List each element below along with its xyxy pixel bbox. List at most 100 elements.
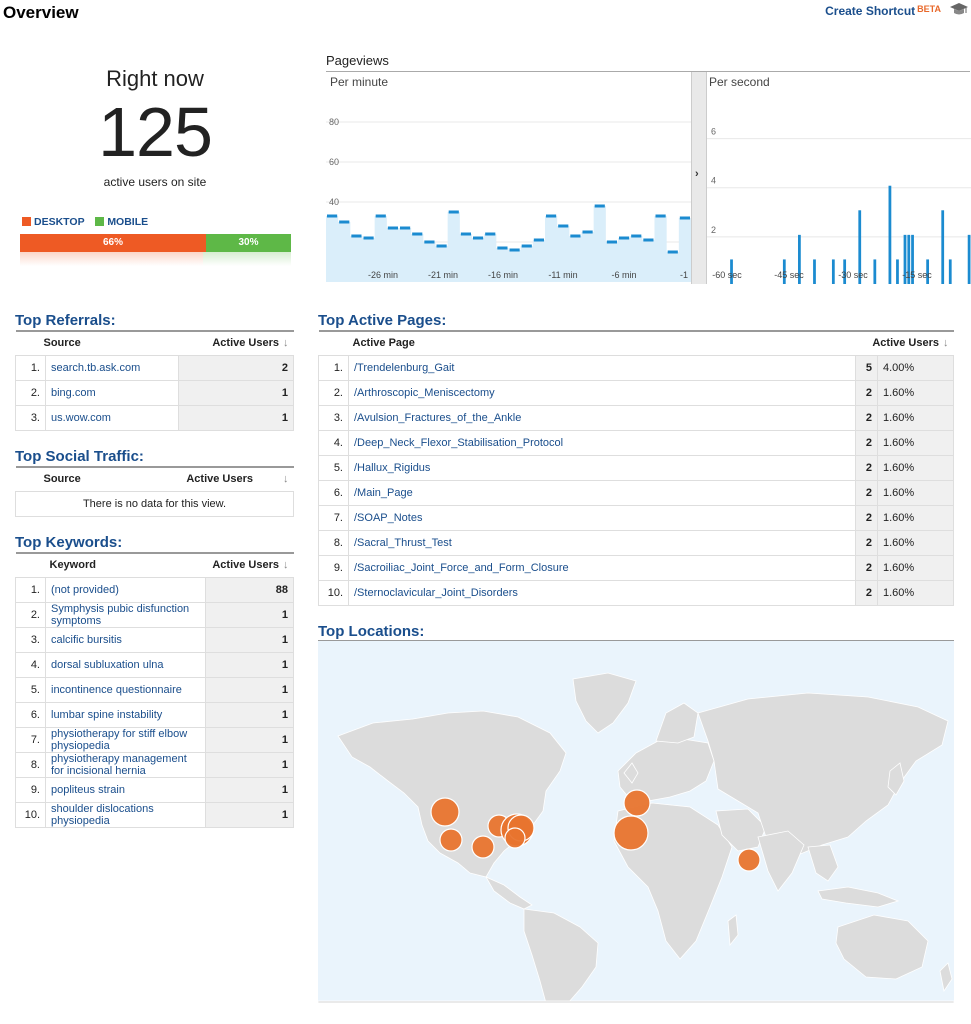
desktop-legend-label: DESKTOP — [34, 216, 85, 228]
active-page-link[interactable]: /Deep_Neck_Flexor_Stabilisation_Protocol — [354, 436, 564, 449]
table-row: 1. /Trendelenburg_Gait 5 4.00% — [318, 354, 954, 381]
mobile-legend-label: MOBILE — [107, 216, 149, 228]
table-row: 2. /Arthroscopic_Meniscectomy 2 1.60% — [318, 379, 954, 406]
location-marker[interactable] — [623, 789, 651, 817]
graduation-cap-icon[interactable] — [949, 2, 969, 16]
active-users-column-header[interactable]: Active Users ↓ — [122, 466, 294, 492]
y-tick-label: 4 — [711, 176, 716, 186]
keyword-link[interactable]: (not provided) — [51, 583, 119, 596]
per-minute-step — [655, 214, 666, 218]
keyword-link[interactable]: dorsal subluxation ulna — [51, 658, 164, 671]
sort-arrow-icon[interactable]: ↓ — [943, 337, 949, 350]
row-index: 9. — [15, 776, 46, 803]
per-minute-step — [473, 236, 484, 240]
active-page-cell: /Hallux_Rigidus — [348, 454, 856, 481]
referral-source-cell: bing.com — [44, 379, 180, 406]
per-minute-step — [497, 246, 508, 250]
active-page-link[interactable]: /Trendelenburg_Gait — [354, 361, 455, 374]
row-index: 6. — [318, 479, 349, 506]
active-page-link[interactable]: /Arthroscopic_Meniscectomy — [354, 386, 495, 399]
per-minute-step — [667, 250, 678, 254]
keyword-link[interactable]: incontinence questionnaire — [51, 683, 182, 696]
top-keywords-title: Top Keywords: — [15, 534, 123, 551]
active-users-value: 2 — [855, 454, 878, 481]
row-index: 1. — [15, 354, 46, 381]
keyword-cell: physiotherapy management for incisional … — [45, 751, 206, 778]
active-page-cell: /Deep_Neck_Flexor_Stabilisation_Protocol — [348, 429, 856, 456]
active-page-link[interactable]: /Sternoclavicular_Joint_Disorders — [354, 586, 518, 599]
per-minute-step — [619, 236, 630, 240]
chart-collapse-toggle[interactable]: › — [691, 72, 707, 284]
active-users-value: 2 — [178, 354, 294, 381]
x-tick-label: -30 sec — [838, 270, 868, 280]
per-minute-step — [351, 234, 362, 238]
active-page-link[interactable]: /Sacral_Thrust_Test — [354, 536, 452, 549]
row-index: 3. — [15, 626, 46, 653]
location-marker[interactable] — [504, 827, 526, 849]
row-index: 1. — [15, 576, 46, 603]
sort-arrow-icon[interactable]: ↓ — [283, 559, 289, 572]
keyword-link[interactable]: calcific bursitis — [51, 633, 122, 646]
table-row: 8. /Sacral_Thrust_Test 2 1.60% — [318, 529, 954, 556]
per-minute-step — [643, 238, 654, 242]
per-minute-chart: 80604020-26 min-21 min-16 min-11 min-6 m… — [326, 72, 691, 284]
table-row: 3. us.wow.com 1 — [15, 404, 294, 431]
table-row: 5. incontinence questionnaire 1 — [15, 676, 294, 703]
keyword-link[interactable]: Symphysis pubic disfunction symptoms — [51, 602, 190, 627]
per-minute-step — [339, 220, 350, 224]
active-users-column-header[interactable]: Active Users ↓ — [178, 330, 294, 356]
create-shortcut-link[interactable]: Create Shortcut BETA — [825, 4, 941, 18]
per-second-bar — [813, 259, 816, 284]
x-tick-label: -45 sec — [774, 270, 804, 280]
location-marker[interactable] — [737, 848, 761, 872]
active-page-link[interactable]: /Avulsion_Fractures_of_the_Ankle — [354, 411, 522, 424]
top-active-pages-title: Top Active Pages: — [318, 312, 447, 329]
active-page-link[interactable]: /Hallux_Rigidus — [354, 461, 431, 474]
active-page-link[interactable]: /SOAP_Notes — [354, 511, 423, 524]
keyword-cell: physiotherapy for stiff elbow physiopedi… — [45, 726, 206, 753]
active-users-column-header[interactable]: Active Users ↓ — [855, 330, 954, 356]
active-page-link[interactable]: /Main_Page — [354, 486, 413, 499]
per-minute-step — [412, 232, 423, 236]
active-page-cell: /Trendelenburg_Gait — [348, 354, 856, 381]
location-marker[interactable] — [613, 815, 649, 851]
sort-arrow-icon[interactable]: ↓ — [283, 473, 289, 486]
source-column-header: Source — [15, 466, 123, 492]
locations-world-map[interactable] — [318, 641, 954, 1003]
active-page-cell: /Sacral_Thrust_Test — [348, 529, 856, 556]
keyword-link[interactable]: physiotherapy management for incisional … — [51, 752, 187, 777]
active-users-value: 1 — [178, 404, 294, 431]
pageviews-title: Pageviews — [326, 53, 389, 68]
table-row: 1. search.tb.ask.com 2 — [15, 354, 294, 381]
per-second-chart: 6 4 2 -60 sec -45 sec -30 sec -15 sec — [707, 127, 971, 284]
active-page-link[interactable]: /Sacroiliac_Joint_Force_and_Form_Closure — [354, 561, 569, 574]
active-users-count: 125 — [98, 93, 213, 171]
location-marker[interactable] — [430, 797, 460, 827]
per-minute-step — [436, 244, 447, 248]
active-users-value: 2 — [855, 504, 878, 531]
active-users-percent: 1.60% — [877, 404, 954, 431]
keyword-link[interactable]: lumbar spine instability — [51, 708, 163, 721]
keyword-link[interactable]: physiotherapy for stiff elbow physiopedi… — [51, 727, 188, 752]
pageviews-panel — [326, 71, 970, 284]
referral-source-link[interactable]: us.wow.com — [51, 411, 111, 424]
referral-source-link[interactable]: search.tb.ask.com — [51, 361, 141, 374]
per-minute-step — [631, 234, 642, 238]
row-index: 7. — [318, 504, 349, 531]
table-row: 1. (not provided) 88 — [15, 576, 294, 603]
x-tick-label: -26 min — [368, 270, 398, 280]
location-marker[interactable] — [439, 828, 463, 852]
device-legend: DESKTOP MOBILE — [22, 216, 148, 228]
table-row: 7. physiotherapy for stiff elbow physiope… — [15, 726, 294, 753]
keyword-link[interactable]: popliteus strain — [51, 783, 125, 796]
active-users-column-header[interactable]: Active Users ↓ — [205, 552, 294, 578]
map-scandinavia — [655, 702, 699, 744]
per-second-bar — [896, 259, 899, 284]
sort-arrow-icon[interactable]: ↓ — [283, 337, 289, 350]
mobile-swatch — [95, 217, 105, 226]
referral-source-link[interactable]: bing.com — [51, 386, 96, 399]
location-marker[interactable] — [471, 835, 495, 859]
create-shortcut-label[interactable]: Create Shortcut — [825, 4, 916, 18]
keyword-link[interactable]: shoulder dislocations physiopedia — [51, 802, 154, 827]
device-split-bar: 66% 30% — [20, 234, 291, 252]
